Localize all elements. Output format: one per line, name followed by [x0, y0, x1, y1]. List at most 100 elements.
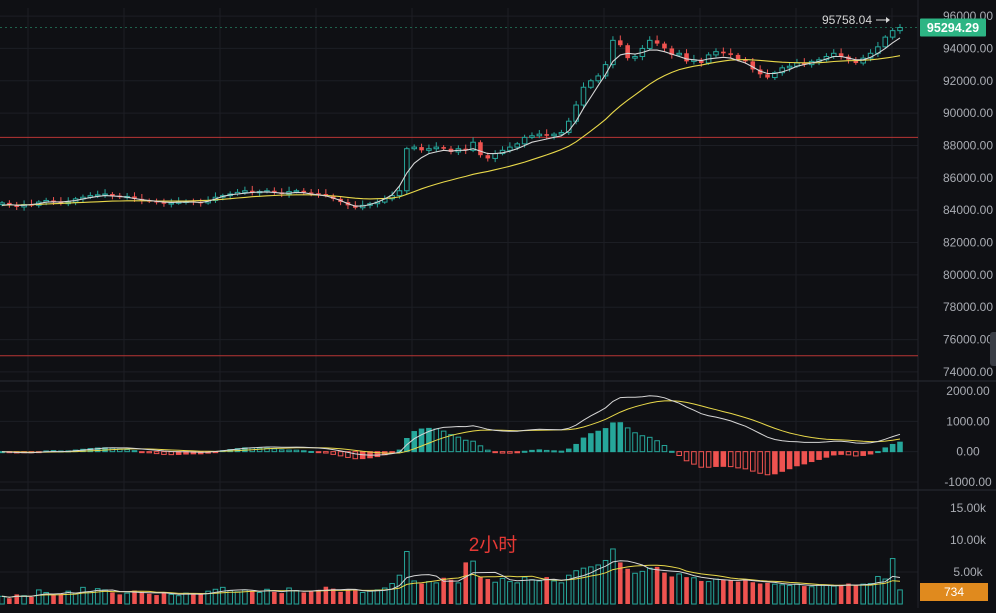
candle-body [536, 133, 543, 137]
candle [448, 146, 454, 155]
candle-body [765, 74, 770, 78]
candle [684, 49, 689, 64]
candle-body [632, 56, 638, 59]
macd-histogram-bar [794, 451, 800, 467]
macd-histogram-bar [772, 451, 778, 475]
candle [765, 69, 770, 80]
candle-body [485, 155, 491, 159]
volume-bar [691, 577, 697, 605]
volume-bar [551, 580, 557, 605]
candle [478, 140, 483, 158]
candle-body [669, 48, 675, 55]
last-volume-tag[interactable] [920, 583, 988, 601]
candle [544, 129, 549, 139]
macd-histogram-bar [867, 451, 874, 455]
volume-bar [168, 593, 175, 605]
volume-bar [684, 577, 689, 604]
volume-bar [359, 591, 366, 605]
macd-histogram-bar [168, 451, 175, 456]
candle [610, 36, 616, 69]
candle-body [595, 75, 601, 82]
macd-histogram-bar [323, 451, 329, 454]
price-axis-tick-label: 88000.00 [943, 138, 993, 152]
macd-histogram-bar [698, 451, 705, 468]
macd-histogram-bar [139, 451, 145, 454]
volume-bar [220, 586, 226, 605]
candle-body [470, 141, 476, 151]
macd-histogram-bar [455, 436, 462, 453]
price-axis-tick-label: 84000.00 [943, 203, 993, 217]
volume-bar [316, 589, 321, 604]
volume-bar [721, 579, 726, 604]
macd-histogram-bar [683, 451, 690, 462]
candle [558, 129, 565, 136]
volume-bar [191, 594, 196, 604]
candle-body [161, 202, 167, 204]
candle-body [492, 153, 498, 159]
price-scale-handle[interactable] [990, 332, 996, 366]
candle [889, 27, 896, 40]
candle-body [646, 39, 653, 49]
macd-histogram-bar [786, 451, 793, 470]
volume-bar [588, 566, 594, 605]
candle-body [14, 205, 20, 207]
volume-bar [441, 577, 446, 604]
macd-histogram-bar [411, 431, 417, 453]
volume-bar [175, 595, 182, 605]
macd-histogram-bar [860, 451, 866, 456]
arrow-head-icon [886, 17, 890, 24]
macd-histogram-bar [146, 451, 152, 454]
macd-histogram-bar [264, 447, 270, 453]
macd-histogram-bar [588, 433, 594, 453]
volume-bar [565, 574, 572, 605]
candle-body [249, 190, 255, 193]
macd-histogram-bar [845, 451, 852, 456]
last-price-tag[interactable] [920, 18, 986, 37]
macd-histogram-bar [691, 451, 697, 465]
macd-histogram-bar [654, 440, 660, 453]
volume-bar [470, 560, 476, 605]
volume-bar [713, 578, 719, 605]
candle [529, 132, 535, 140]
macd-histogram-bar [271, 448, 278, 453]
candle-body [853, 59, 859, 63]
volume-bar [639, 570, 646, 605]
macd-histogram-bar [462, 439, 469, 453]
volume-bar [43, 591, 49, 605]
volume-bar [521, 576, 528, 605]
macd-histogram-bar [256, 447, 263, 453]
volume-bar [757, 583, 763, 604]
volume-bar [58, 593, 64, 604]
volume-bar [750, 582, 756, 604]
volume-bar [882, 578, 889, 605]
volume-bar [529, 579, 535, 605]
candle-body [772, 72, 778, 79]
candle-body [132, 196, 137, 199]
candle-body [565, 120, 572, 134]
candle [536, 130, 543, 139]
volume-bar [765, 582, 770, 604]
candle-body [110, 194, 115, 196]
volume-bar [830, 585, 837, 605]
macd-histogram-bar [426, 427, 432, 453]
macd-histogram-bar [713, 451, 719, 467]
volume-bar [65, 590, 72, 605]
volume-bar [698, 580, 704, 604]
candle-body [426, 148, 432, 151]
volume-bar [14, 594, 20, 604]
candle-body [396, 190, 403, 197]
candle-body [786, 65, 793, 69]
volume-bar [646, 567, 653, 605]
macd-histogram-bar [499, 451, 506, 454]
macd-histogram-bar [757, 451, 763, 474]
macd-histogram-bar [308, 450, 314, 453]
volume-bar [80, 586, 86, 605]
macd-histogram-bar [764, 451, 771, 476]
volume-bar [743, 579, 748, 604]
timeframe-annotation: 2小时 [469, 534, 518, 556]
volume-bar [492, 581, 498, 605]
volume-bar [389, 583, 395, 605]
macd-line [1, 395, 901, 456]
volume-bar [897, 589, 903, 605]
